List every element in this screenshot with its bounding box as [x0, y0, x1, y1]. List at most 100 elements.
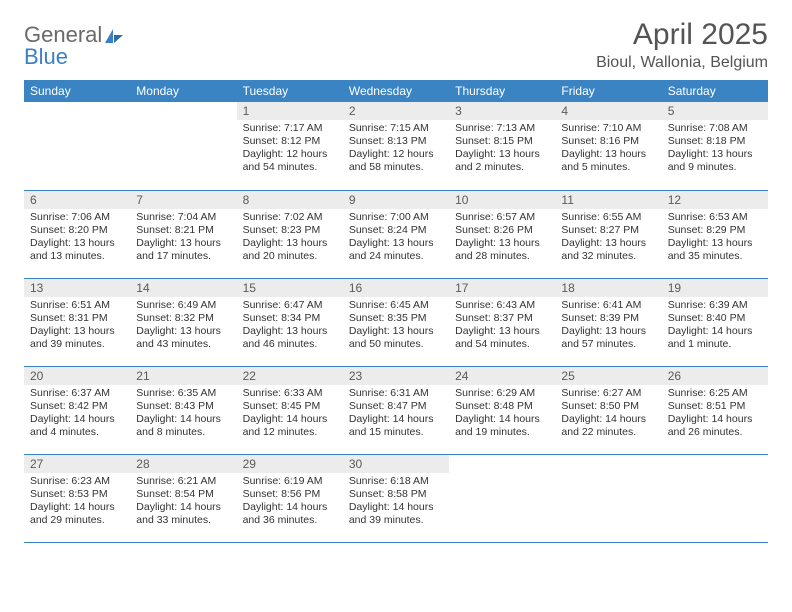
header: GeneralBlue April 2025 Bioul, Wallonia, … — [24, 18, 768, 72]
day-details: Sunrise: 6:47 AMSunset: 8:34 PMDaylight:… — [237, 297, 343, 356]
calendar-cell-empty — [449, 454, 555, 542]
day-details: Sunrise: 6:37 AMSunset: 8:42 PMDaylight:… — [24, 385, 130, 444]
brand-logo: GeneralBlue — [24, 24, 124, 68]
day-details: Sunrise: 6:31 AMSunset: 8:47 PMDaylight:… — [343, 385, 449, 444]
calendar-cell: 23Sunrise: 6:31 AMSunset: 8:47 PMDayligh… — [343, 366, 449, 454]
calendar-cell: 1Sunrise: 7:17 AMSunset: 8:12 PMDaylight… — [237, 102, 343, 190]
day-number: 7 — [130, 191, 236, 209]
day-details: Sunrise: 6:51 AMSunset: 8:31 PMDaylight:… — [24, 297, 130, 356]
day-number: 27 — [24, 455, 130, 473]
location-text: Bioul, Wallonia, Belgium — [596, 54, 768, 72]
calendar-cell: 16Sunrise: 6:45 AMSunset: 8:35 PMDayligh… — [343, 278, 449, 366]
calendar-cell: 26Sunrise: 6:25 AMSunset: 8:51 PMDayligh… — [662, 366, 768, 454]
weekday-header: Sunday — [24, 80, 130, 102]
page-title: April 2025 — [596, 18, 768, 52]
calendar-cell: 8Sunrise: 7:02 AMSunset: 8:23 PMDaylight… — [237, 190, 343, 278]
calendar-cell: 22Sunrise: 6:33 AMSunset: 8:45 PMDayligh… — [237, 366, 343, 454]
calendar-cell: 27Sunrise: 6:23 AMSunset: 8:53 PMDayligh… — [24, 454, 130, 542]
calendar-cell: 25Sunrise: 6:27 AMSunset: 8:50 PMDayligh… — [555, 366, 661, 454]
calendar-cell: 6Sunrise: 7:06 AMSunset: 8:20 PMDaylight… — [24, 190, 130, 278]
day-number: 15 — [237, 279, 343, 297]
calendar-cell: 4Sunrise: 7:10 AMSunset: 8:16 PMDaylight… — [555, 102, 661, 190]
weekday-header: Thursday — [449, 80, 555, 102]
calendar-cell: 18Sunrise: 6:41 AMSunset: 8:39 PMDayligh… — [555, 278, 661, 366]
calendar-cell: 3Sunrise: 7:13 AMSunset: 8:15 PMDaylight… — [449, 102, 555, 190]
calendar-cell: 21Sunrise: 6:35 AMSunset: 8:43 PMDayligh… — [130, 366, 236, 454]
day-details: Sunrise: 6:39 AMSunset: 8:40 PMDaylight:… — [662, 297, 768, 356]
day-number: 12 — [662, 191, 768, 209]
calendar-cell: 13Sunrise: 6:51 AMSunset: 8:31 PMDayligh… — [24, 278, 130, 366]
weekday-header: Wednesday — [343, 80, 449, 102]
day-details: Sunrise: 6:49 AMSunset: 8:32 PMDaylight:… — [130, 297, 236, 356]
day-number: 21 — [130, 367, 236, 385]
day-number: 2 — [343, 102, 449, 120]
calendar-cell: 7Sunrise: 7:04 AMSunset: 8:21 PMDaylight… — [130, 190, 236, 278]
day-number: 23 — [343, 367, 449, 385]
day-details: Sunrise: 6:43 AMSunset: 8:37 PMDaylight:… — [449, 297, 555, 356]
day-details: Sunrise: 7:17 AMSunset: 8:12 PMDaylight:… — [237, 120, 343, 179]
day-number: 28 — [130, 455, 236, 473]
day-details: Sunrise: 6:45 AMSunset: 8:35 PMDaylight:… — [343, 297, 449, 356]
day-details: Sunrise: 6:19 AMSunset: 8:56 PMDaylight:… — [237, 473, 343, 532]
calendar-cell-empty — [555, 454, 661, 542]
day-details: Sunrise: 6:18 AMSunset: 8:58 PMDaylight:… — [343, 473, 449, 532]
calendar-table: SundayMondayTuesdayWednesdayThursdayFrid… — [24, 80, 768, 543]
day-details: Sunrise: 6:21 AMSunset: 8:54 PMDaylight:… — [130, 473, 236, 532]
day-details: Sunrise: 6:57 AMSunset: 8:26 PMDaylight:… — [449, 209, 555, 268]
calendar-cell: 10Sunrise: 6:57 AMSunset: 8:26 PMDayligh… — [449, 190, 555, 278]
calendar-cell: 15Sunrise: 6:47 AMSunset: 8:34 PMDayligh… — [237, 278, 343, 366]
day-details: Sunrise: 6:23 AMSunset: 8:53 PMDaylight:… — [24, 473, 130, 532]
day-number: 29 — [237, 455, 343, 473]
calendar-cell: 20Sunrise: 6:37 AMSunset: 8:42 PMDayligh… — [24, 366, 130, 454]
calendar-cell-empty — [662, 454, 768, 542]
day-number: 13 — [24, 279, 130, 297]
day-number: 26 — [662, 367, 768, 385]
day-number: 1 — [237, 102, 343, 120]
day-number: 22 — [237, 367, 343, 385]
weekday-header: Saturday — [662, 80, 768, 102]
calendar-cell: 11Sunrise: 6:55 AMSunset: 8:27 PMDayligh… — [555, 190, 661, 278]
day-details: Sunrise: 6:41 AMSunset: 8:39 PMDaylight:… — [555, 297, 661, 356]
day-number: 17 — [449, 279, 555, 297]
day-number: 18 — [555, 279, 661, 297]
calendar-cell: 5Sunrise: 7:08 AMSunset: 8:18 PMDaylight… — [662, 102, 768, 190]
calendar-cell: 14Sunrise: 6:49 AMSunset: 8:32 PMDayligh… — [130, 278, 236, 366]
day-details: Sunrise: 7:02 AMSunset: 8:23 PMDaylight:… — [237, 209, 343, 268]
day-details: Sunrise: 7:10 AMSunset: 8:16 PMDaylight:… — [555, 120, 661, 179]
day-number: 6 — [24, 191, 130, 209]
calendar-body: 1Sunrise: 7:17 AMSunset: 8:12 PMDaylight… — [24, 102, 768, 542]
day-details: Sunrise: 7:06 AMSunset: 8:20 PMDaylight:… — [24, 209, 130, 268]
day-details: Sunrise: 7:04 AMSunset: 8:21 PMDaylight:… — [130, 209, 236, 268]
day-details: Sunrise: 6:29 AMSunset: 8:48 PMDaylight:… — [449, 385, 555, 444]
calendar-cell: 9Sunrise: 7:00 AMSunset: 8:24 PMDaylight… — [343, 190, 449, 278]
calendar-cell: 19Sunrise: 6:39 AMSunset: 8:40 PMDayligh… — [662, 278, 768, 366]
day-number: 3 — [449, 102, 555, 120]
day-number: 4 — [555, 102, 661, 120]
day-details: Sunrise: 7:15 AMSunset: 8:13 PMDaylight:… — [343, 120, 449, 179]
day-details: Sunrise: 6:25 AMSunset: 8:51 PMDaylight:… — [662, 385, 768, 444]
day-details: Sunrise: 7:13 AMSunset: 8:15 PMDaylight:… — [449, 120, 555, 179]
day-details: Sunrise: 6:53 AMSunset: 8:29 PMDaylight:… — [662, 209, 768, 268]
calendar-cell: 24Sunrise: 6:29 AMSunset: 8:48 PMDayligh… — [449, 366, 555, 454]
calendar-cell-empty — [130, 102, 236, 190]
calendar-cell: 30Sunrise: 6:18 AMSunset: 8:58 PMDayligh… — [343, 454, 449, 542]
day-details: Sunrise: 6:33 AMSunset: 8:45 PMDaylight:… — [237, 385, 343, 444]
weekday-header-row: SundayMondayTuesdayWednesdayThursdayFrid… — [24, 80, 768, 102]
calendar-cell: 12Sunrise: 6:53 AMSunset: 8:29 PMDayligh… — [662, 190, 768, 278]
weekday-header: Friday — [555, 80, 661, 102]
day-number: 19 — [662, 279, 768, 297]
calendar-cell-empty — [24, 102, 130, 190]
day-details: Sunrise: 6:35 AMSunset: 8:43 PMDaylight:… — [130, 385, 236, 444]
day-number: 9 — [343, 191, 449, 209]
day-details: Sunrise: 7:00 AMSunset: 8:24 PMDaylight:… — [343, 209, 449, 268]
day-number: 16 — [343, 279, 449, 297]
day-number: 30 — [343, 455, 449, 473]
brand-part2: Blue — [24, 44, 68, 69]
calendar-cell: 2Sunrise: 7:15 AMSunset: 8:13 PMDaylight… — [343, 102, 449, 190]
day-number: 11 — [555, 191, 661, 209]
weekday-header: Monday — [130, 80, 236, 102]
day-number: 24 — [449, 367, 555, 385]
weekday-header: Tuesday — [237, 80, 343, 102]
calendar-cell: 29Sunrise: 6:19 AMSunset: 8:56 PMDayligh… — [237, 454, 343, 542]
day-number: 8 — [237, 191, 343, 209]
